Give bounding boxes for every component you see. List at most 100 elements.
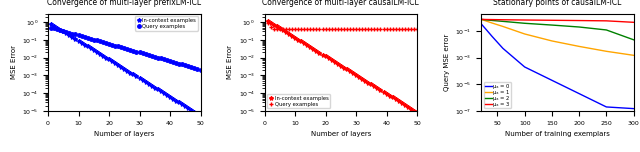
In-context examples (367, 83, 375, 85)
Query examples (139, 52, 147, 54)
In-context examples (273, 26, 280, 27)
In-context examples (324, 57, 332, 59)
In-context examples (410, 110, 418, 111)
In-context examples (282, 31, 290, 33)
Query examples (142, 53, 150, 55)
In-context examples (151, 87, 159, 88)
In-context examples (111, 62, 119, 64)
Query examples (175, 63, 183, 64)
μₐ = 3 (477, 18, 485, 20)
In-context examples (60, 31, 67, 32)
μₐ = 0 (548, 79, 556, 81)
Query examples (410, 28, 418, 30)
In-context examples (81, 44, 88, 45)
μₐ = 2 (602, 29, 610, 31)
Query examples (383, 28, 390, 30)
In-context examples (157, 90, 164, 92)
μₐ = 1 (499, 26, 507, 27)
Y-axis label: Query MSE error: Query MSE error (444, 34, 450, 91)
Query examples (127, 49, 134, 51)
μₐ = 2 (477, 18, 485, 20)
In-context examples (72, 38, 79, 40)
In-context examples (166, 96, 174, 98)
Query examples (282, 28, 290, 30)
μₐ = 0 (499, 47, 507, 49)
In-context examples (129, 74, 137, 75)
Legend: In-context examples, Query examples: In-context examples, Query examples (267, 94, 330, 108)
Query examples (77, 35, 85, 37)
Query examples (340, 28, 348, 30)
μₐ = 3 (575, 20, 583, 21)
Query examples (191, 67, 198, 69)
In-context examples (343, 69, 351, 70)
Query examples (364, 28, 372, 30)
Query examples (163, 59, 171, 61)
Query examples (154, 57, 162, 59)
In-context examples (93, 51, 100, 53)
In-context examples (312, 50, 320, 52)
In-context examples (96, 53, 104, 55)
In-context examples (322, 55, 330, 57)
Query examples (166, 60, 174, 62)
In-context examples (349, 72, 357, 74)
Query examples (349, 28, 357, 30)
Query examples (279, 28, 287, 30)
Query examples (99, 41, 107, 43)
X-axis label: Number of training exemplars: Number of training exemplars (505, 131, 610, 137)
In-context examples (352, 74, 360, 76)
In-context examples (194, 113, 202, 115)
μₐ = 1 (575, 45, 583, 47)
Query examples (355, 28, 363, 30)
Query examples (322, 28, 330, 30)
Query examples (194, 68, 202, 70)
μₐ = 2 (499, 21, 507, 22)
Query examples (51, 28, 58, 29)
μₐ = 3 (488, 19, 496, 21)
Query examples (294, 28, 302, 30)
In-context examples (298, 41, 305, 42)
Query examples (184, 65, 192, 67)
Query examples (371, 28, 378, 30)
In-context examples (334, 63, 342, 65)
Line: μₐ = 1: μₐ = 1 (481, 19, 634, 55)
μₐ = 0 (575, 93, 583, 95)
Query examples (120, 47, 128, 49)
μₐ = 3 (630, 21, 637, 23)
μₐ = 0 (521, 66, 529, 68)
In-context examples (127, 72, 134, 73)
Query examples (407, 28, 415, 30)
Query examples (145, 54, 152, 56)
Query examples (380, 28, 387, 30)
Query examples (65, 32, 73, 34)
In-context examples (285, 33, 292, 35)
Query examples (273, 28, 280, 30)
In-context examples (99, 55, 107, 57)
In-context examples (346, 70, 354, 72)
In-context examples (132, 75, 140, 77)
Query examples (413, 28, 421, 30)
Query examples (386, 28, 394, 30)
μₐ = 2 (483, 19, 490, 21)
Query examples (68, 33, 76, 35)
In-context examples (196, 115, 204, 116)
In-context examples (376, 89, 384, 91)
In-context examples (53, 27, 61, 29)
Query examples (300, 28, 308, 30)
Query examples (376, 28, 384, 30)
In-context examples (136, 77, 143, 79)
Query examples (316, 28, 323, 30)
Query examples (169, 61, 177, 63)
In-context examples (364, 82, 372, 83)
In-context examples (77, 42, 85, 44)
Query examples (56, 29, 64, 31)
Query examples (374, 28, 381, 30)
Query examples (288, 28, 296, 30)
Query examples (389, 28, 397, 30)
Query examples (75, 34, 83, 36)
In-context examples (383, 93, 390, 95)
In-context examples (75, 40, 83, 42)
Y-axis label: MSE Error: MSE Error (10, 45, 17, 79)
In-context examples (398, 102, 406, 104)
Query examples (181, 64, 189, 66)
In-context examples (401, 104, 409, 106)
